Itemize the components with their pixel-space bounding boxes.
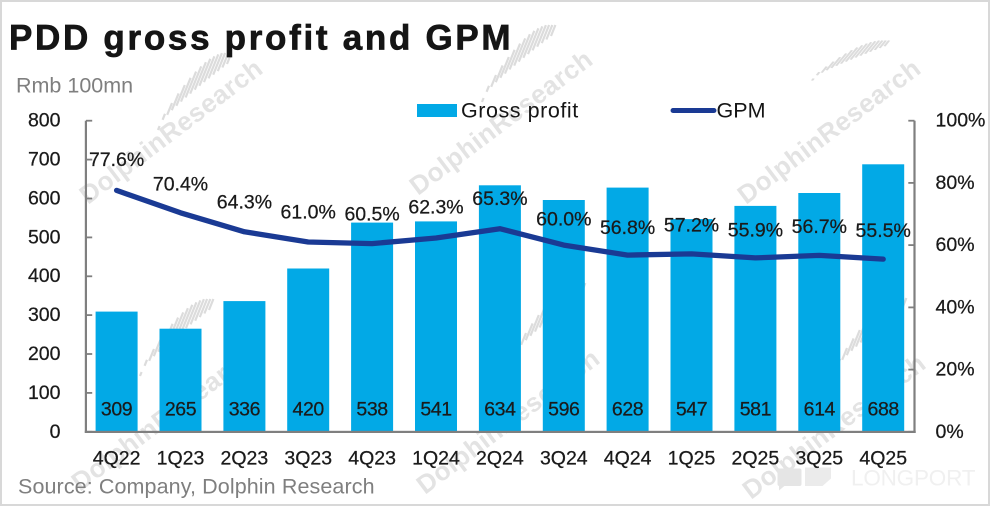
svg-text:2Q23: 2Q23 [221,447,269,469]
svg-text:100%: 100% [936,110,986,132]
svg-text:4Q22: 4Q22 [93,447,141,469]
svg-text:628: 628 [612,399,643,421]
svg-text:PDD gross profit and GPM: PDD gross profit and GPM [9,18,513,57]
svg-text:596: 596 [548,399,579,421]
svg-text:634: 634 [484,399,516,421]
svg-text:64.3%: 64.3% [217,192,272,214]
svg-text:Source: Company, Dolphin Resea: Source: Company, Dolphin Research [18,475,375,499]
svg-text:100: 100 [28,382,61,404]
svg-text:265: 265 [165,399,197,421]
svg-text:40%: 40% [936,296,975,318]
svg-text:1Q23: 1Q23 [157,447,205,469]
svg-text:Rmb 100mn: Rmb 100mn [16,74,133,98]
svg-text:61.0%: 61.0% [281,201,336,223]
svg-text:0%: 0% [936,421,964,443]
svg-text:1Q25: 1Q25 [668,447,716,469]
svg-text:LONGPORT: LONGPORT [851,466,976,491]
svg-text:55.5%: 55.5% [856,220,911,242]
svg-text:56.7%: 56.7% [792,216,847,238]
svg-text:336: 336 [229,399,260,421]
svg-text:GPM: GPM [717,99,766,123]
svg-text:1Q24: 1Q24 [412,447,460,469]
svg-text:688: 688 [868,399,899,421]
svg-text:77.6%: 77.6% [89,149,144,171]
svg-text:2Q24: 2Q24 [476,447,524,469]
svg-text:4Q25: 4Q25 [859,447,907,469]
svg-text:62.3%: 62.3% [408,196,463,218]
svg-text:56.8%: 56.8% [600,217,655,239]
svg-text:57.2%: 57.2% [664,215,719,237]
svg-text:3Q24: 3Q24 [540,447,588,469]
svg-text:20%: 20% [936,359,975,381]
svg-text:4Q24: 4Q24 [604,447,652,469]
svg-text:80%: 80% [936,172,975,194]
svg-text:60%: 60% [936,234,975,256]
svg-text:70.4%: 70.4% [153,173,208,195]
svg-text:300: 300 [28,304,61,326]
svg-text:538: 538 [356,399,387,421]
svg-text:55.9%: 55.9% [728,220,783,242]
svg-text:Gross profit: Gross profit [461,99,579,123]
svg-text:600: 600 [28,188,61,210]
svg-text:541: 541 [420,399,451,421]
svg-text:500: 500 [28,226,61,248]
svg-text:2Q25: 2Q25 [732,447,780,469]
svg-text:700: 700 [28,149,61,171]
svg-text:800: 800 [28,110,61,132]
svg-text:3Q23: 3Q23 [284,447,332,469]
svg-text:400: 400 [28,265,61,287]
svg-text:309: 309 [101,399,132,421]
svg-text:0: 0 [50,421,61,443]
svg-text:60.0%: 60.0% [536,209,591,231]
svg-text:420: 420 [293,399,325,421]
svg-text:581: 581 [740,399,771,421]
svg-text:614: 614 [804,399,836,421]
svg-text:547: 547 [676,399,707,421]
svg-text:4Q23: 4Q23 [348,447,396,469]
svg-text:200: 200 [28,343,61,365]
svg-text:60.5%: 60.5% [344,204,399,226]
svg-text:3Q25: 3Q25 [795,447,843,469]
svg-text:65.3%: 65.3% [472,188,527,210]
